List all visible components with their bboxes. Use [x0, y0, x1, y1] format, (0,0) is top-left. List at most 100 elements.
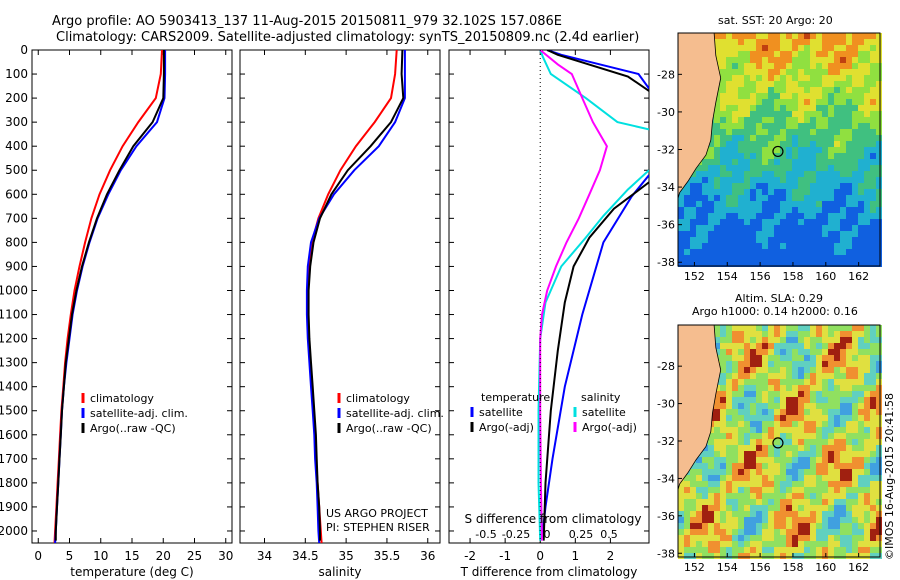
map-cell: [768, 159, 774, 165]
map-cell: [864, 201, 870, 207]
map-cell: [840, 57, 846, 63]
map-cell: [714, 517, 720, 523]
map-cell: [804, 553, 810, 559]
legend-temperature-panel-label: satellite-adj. clim.: [90, 407, 188, 420]
map-cell: [858, 475, 864, 481]
map-cell: [744, 343, 750, 349]
map-cell: [876, 135, 882, 141]
map-cell: [858, 415, 864, 421]
map-cell: [846, 123, 852, 129]
map-cell: [774, 135, 780, 141]
map-cell: [780, 325, 786, 331]
map-cell: [858, 195, 864, 201]
map-cell: [876, 385, 882, 391]
map-cell: [798, 409, 804, 415]
map-cell: [732, 99, 738, 105]
map-cell: [720, 469, 726, 475]
map-cell: [714, 261, 720, 267]
map-cell: [858, 541, 864, 547]
map-cell: [696, 463, 702, 469]
map-cell: [786, 529, 792, 535]
map-cell: [744, 207, 750, 213]
map-cell: [828, 87, 834, 93]
map-cell: [780, 511, 786, 517]
map-cell: [828, 207, 834, 213]
map-cell: [720, 249, 726, 255]
map-cell: [834, 237, 840, 243]
map-cell: [732, 261, 738, 267]
map-cell: [864, 403, 870, 409]
map-cell: [774, 189, 780, 195]
map-cell: [810, 33, 816, 39]
map-cell: [822, 129, 828, 135]
map-cell: [834, 433, 840, 439]
map-cell: [768, 195, 774, 201]
map-cell: [858, 237, 864, 243]
map-cell: [858, 433, 864, 439]
map-cell: [810, 457, 816, 463]
map-cell: [750, 93, 756, 99]
map-cell: [708, 195, 714, 201]
map-cell: [798, 99, 804, 105]
map-cell: [786, 325, 792, 331]
map-cell: [786, 105, 792, 111]
map-cell: [822, 451, 828, 457]
map-cell: [804, 57, 810, 63]
map-cell: [822, 505, 828, 511]
map-cell: [690, 225, 696, 231]
map-cell: [720, 325, 726, 331]
y-tick-label: 1400: [0, 380, 28, 394]
map-cell: [876, 403, 882, 409]
map-cell: [858, 427, 864, 433]
map-cell: [792, 355, 798, 361]
x-tick-label-salinity: 34: [257, 549, 272, 563]
map-cell: [858, 87, 864, 93]
map-cell: [810, 57, 816, 63]
map-cell: [738, 99, 744, 105]
y-tick-label: 200: [5, 91, 28, 105]
map-cell: [852, 433, 858, 439]
map-cell: [768, 129, 774, 135]
header-line-2: Climatology: CARS2009. Satellite-adjuste…: [56, 30, 640, 45]
map-cell: [708, 201, 714, 207]
map-cell: [816, 261, 822, 267]
map-cell: [774, 93, 780, 99]
map-cell: [822, 93, 828, 99]
map-cell: [816, 493, 822, 499]
map-cell: [822, 141, 828, 147]
map-cell: [834, 487, 840, 493]
map-cell: [846, 409, 852, 415]
map-cell: [846, 421, 852, 427]
map-cell: [768, 201, 774, 207]
map-cell: [792, 325, 798, 331]
map-cell: [792, 343, 798, 349]
map-cell: [834, 529, 840, 535]
map-cell: [804, 541, 810, 547]
map-cell: [810, 445, 816, 451]
map-cell: [858, 325, 864, 331]
map-cell: [750, 445, 756, 451]
map-cell: [678, 243, 684, 249]
legend-temperature-panel-label: Argo(..raw -QC): [90, 422, 176, 435]
map-cell: [834, 451, 840, 457]
map-cell: [762, 409, 768, 415]
map-cell: [864, 361, 870, 367]
map-cell: [750, 361, 756, 367]
map-cell: [816, 147, 822, 153]
map-cell: [732, 361, 738, 367]
map-cell: [768, 117, 774, 123]
map-cell: [870, 469, 876, 475]
map-cell: [864, 171, 870, 177]
map-cell: [786, 487, 792, 493]
map-cell: [852, 427, 858, 433]
x-tick-label-temperature: 15: [124, 549, 139, 563]
map-cell: [726, 541, 732, 547]
map-cell: [876, 487, 882, 493]
map-cell: [780, 385, 786, 391]
map-cell: [846, 153, 852, 159]
map-cell: [834, 355, 840, 361]
map-cell: [756, 195, 762, 201]
map-cell: [726, 237, 732, 243]
map-cell: [762, 189, 768, 195]
map-cell: [750, 201, 756, 207]
